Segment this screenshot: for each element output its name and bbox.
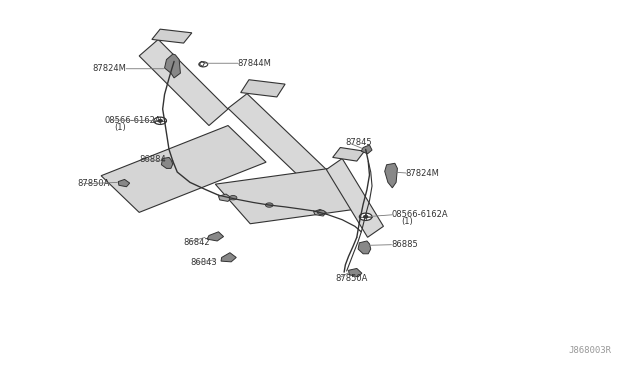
Polygon shape <box>314 209 326 216</box>
Text: 86843: 86843 <box>190 259 217 267</box>
Circle shape <box>266 203 273 207</box>
Polygon shape <box>139 39 228 125</box>
Circle shape <box>154 117 166 125</box>
Circle shape <box>157 119 163 122</box>
Polygon shape <box>207 232 223 241</box>
Circle shape <box>363 215 368 218</box>
Polygon shape <box>326 158 383 237</box>
Circle shape <box>317 210 325 215</box>
Text: 08566-6162A: 08566-6162A <box>392 210 448 219</box>
Polygon shape <box>215 169 364 224</box>
Text: 86884: 86884 <box>139 155 166 164</box>
Polygon shape <box>101 125 266 212</box>
Polygon shape <box>349 269 362 277</box>
Polygon shape <box>228 94 326 184</box>
Polygon shape <box>241 80 285 97</box>
Text: 87844M: 87844M <box>237 59 271 68</box>
Polygon shape <box>152 29 192 43</box>
Text: 86885: 86885 <box>391 240 418 249</box>
Circle shape <box>229 196 237 200</box>
Circle shape <box>359 213 372 221</box>
Text: (1): (1) <box>401 217 413 227</box>
Text: (1): (1) <box>114 123 125 132</box>
Text: 87824M: 87824M <box>406 169 440 178</box>
Polygon shape <box>221 253 236 262</box>
Polygon shape <box>358 241 371 254</box>
Text: J868003R: J868003R <box>569 346 612 355</box>
Polygon shape <box>218 194 231 201</box>
Text: 87850A: 87850A <box>77 179 110 188</box>
Text: 87850A: 87850A <box>335 274 367 283</box>
Polygon shape <box>361 145 372 154</box>
Polygon shape <box>118 179 130 187</box>
Polygon shape <box>385 163 397 188</box>
Text: 86842: 86842 <box>184 238 210 247</box>
Text: 08566-6162A: 08566-6162A <box>104 116 161 125</box>
Text: 87845: 87845 <box>346 138 372 147</box>
Polygon shape <box>333 148 364 161</box>
Text: 87824M: 87824M <box>93 64 127 73</box>
Polygon shape <box>161 157 173 169</box>
Polygon shape <box>164 54 180 78</box>
